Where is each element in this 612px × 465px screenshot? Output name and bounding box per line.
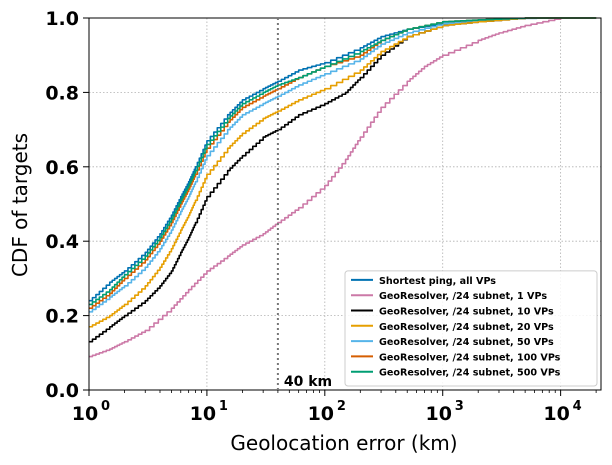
x-axis-ticks: 10 0 10 1 10 2 10 3 10 4 [72,390,597,425]
y-axis-ticks: 0.0 0.2 0.4 0.6 0.8 1.0 [45,8,89,402]
annotations: 40 km [276,18,332,390]
x-tick-exponent: 1 [219,399,228,414]
legend-entry-2: GeoResolver, /24 subnet, 10 VPs [379,307,554,318]
x-tick-exponent: 3 [455,399,464,414]
legend-entry-4: GeoResolver, /24 subnet, 50 VPs [379,337,554,348]
legend-entry-0: Shortest ping, all VPs [379,276,496,287]
y-tick-label: 0.8 [45,82,79,104]
legend-entry-6: GeoResolver, /24 subnet, 500 VPs [379,368,561,379]
y-tick-label: 0.0 [45,380,79,402]
x-tick-exponent: 2 [337,399,346,414]
plot-area [89,17,597,358]
x-tick-label: 10 [543,403,569,425]
x-tick-label: 10 [190,403,216,425]
legend: Shortest ping, all VPs GeoResolver, /24 s… [344,270,598,387]
x-tick-label: 10 [425,403,451,425]
x-tick-exponent: 0 [101,399,110,414]
y-tick-label: 0.4 [45,231,79,253]
series-line-1 [89,17,597,358]
legend-entry-5: GeoResolver, /24 subnet, 100 VPs [379,352,561,363]
x-tick-exponent: 4 [573,399,582,414]
y-tick-label: 0.6 [45,157,79,179]
y-tick-label: 0.2 [45,306,79,328]
x-tick-label: 10 [308,403,334,425]
series-line-4 [89,17,597,313]
series-line-3 [89,17,597,328]
legend-entry-3: GeoResolver, /24 subnet, 20 VPs [379,322,554,333]
reference-vline-label: 40 km [284,374,332,390]
y-tick-label: 1.0 [45,8,79,30]
series-line-6 [89,17,597,306]
legend-entry-1: GeoResolver, /24 subnet, 1 VPs [379,291,547,302]
axes [88,17,602,391]
axes-frame [88,17,602,391]
legend-box [344,270,598,387]
x-tick-label: 10 [72,403,98,425]
y-axis-label: CDF of targets [8,133,32,277]
x-axis-label: Geolocation error (km) [230,431,457,455]
